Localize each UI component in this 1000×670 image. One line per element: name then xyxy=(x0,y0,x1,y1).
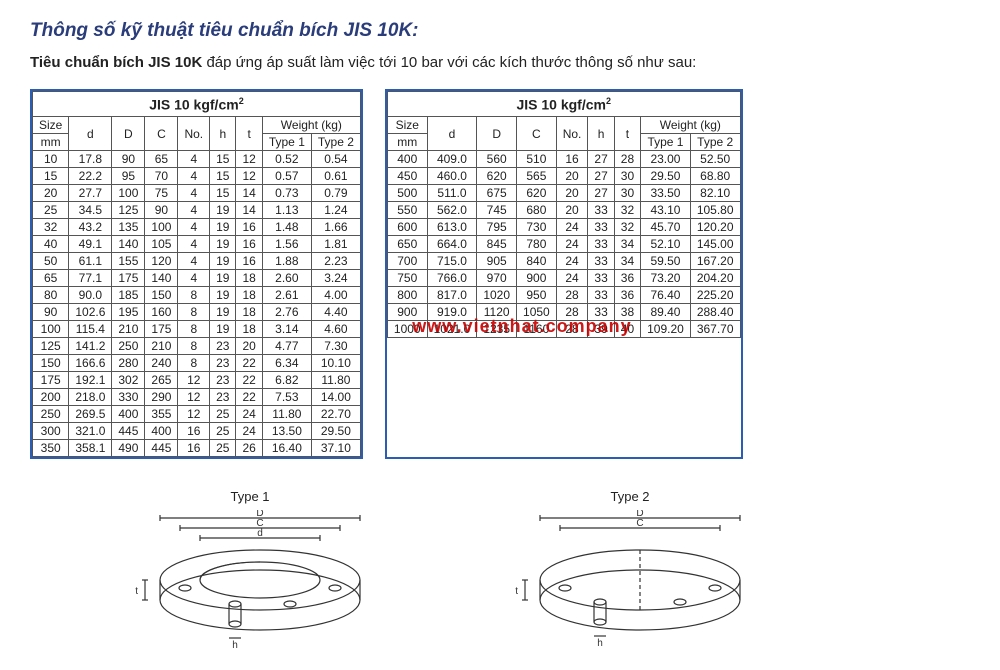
table-row: 3243.2135100419161.481.66 xyxy=(33,219,361,236)
table-row: 350358.149044516252616.4037.10 xyxy=(33,440,361,457)
table-row: 10001021.012351160283940109.20367.70 xyxy=(387,321,740,338)
table-row: 200218.03302901223227.5314.00 xyxy=(33,389,361,406)
intro-bold: Tiêu chuẩn bích JIS 10K xyxy=(30,54,202,71)
figure-row: Type 1 D C d xyxy=(30,489,970,650)
figure-type1: Type 1 D C d xyxy=(90,489,410,650)
dim-t1: t xyxy=(135,586,138,597)
figure-type2-svg: D C xyxy=(470,510,790,650)
table-row: 6577.1175140419182.603.24 xyxy=(33,270,361,287)
table-row: 150166.6280240823226.3410.10 xyxy=(33,355,361,372)
dim-C2: C xyxy=(636,518,643,529)
figure-type2: Type 2 D C xyxy=(470,489,790,650)
table-row: 175192.13022651223226.8211.80 xyxy=(33,372,361,389)
table-row: 2027.710075415140.730.79 xyxy=(33,185,361,202)
spec-table-right: JIS 10 kgf/cm2SizedDCNo.htWeight (kg)mmT… xyxy=(387,91,741,339)
intro-text: Tiêu chuẩn bích JIS 10K đáp ứng áp suất … xyxy=(30,52,970,75)
table-row: 800817.0102095028333676.40225.20 xyxy=(387,287,740,304)
dim-t2: t xyxy=(515,586,518,597)
tables-container: JIS 10 kgf/cm2SizedDCNo.htWeight (kg)mmT… xyxy=(30,89,970,460)
table-row: 900919.01120105028333889.40288.40 xyxy=(387,304,740,321)
table-row: 250269.540035512252411.8022.70 xyxy=(33,406,361,423)
dim-h1: h xyxy=(232,640,238,650)
page-heading: Thông số kỹ thuật tiêu chuẩn bích JIS 10… xyxy=(30,20,970,42)
table-row: 600613.079573024333245.70120.20 xyxy=(387,219,740,236)
figure-type1-svg: D C d xyxy=(90,510,410,650)
figure-type1-title: Type 1 xyxy=(90,489,410,504)
table-row: 90102.6195160819182.764.40 xyxy=(33,304,361,321)
dim-d: d xyxy=(257,528,263,539)
figure-type2-title: Type 2 xyxy=(470,489,790,504)
table-row: 4049.1140105419161.561.81 xyxy=(33,236,361,253)
table-row: 550562.074568020333243.10105.80 xyxy=(387,202,740,219)
spec-table-left-box: JIS 10 kgf/cm2SizedDCNo.htWeight (kg)mmT… xyxy=(30,89,363,460)
table-row: 700715.090584024333459.50167.20 xyxy=(387,253,740,270)
spec-table-left: JIS 10 kgf/cm2SizedDCNo.htWeight (kg)mmT… xyxy=(32,91,361,458)
table-row: 450460.062056520273029.5068.80 xyxy=(387,168,740,185)
table-row: 400409.056051016272823.0052.50 xyxy=(387,151,740,168)
table-row: 8090.0185150819182.614.00 xyxy=(33,287,361,304)
table-row: 750766.097090024333673.20204.20 xyxy=(387,270,740,287)
table-row: 125141.2250210823204.777.30 xyxy=(33,338,361,355)
table-row: 100115.4210175819183.144.60 xyxy=(33,321,361,338)
intro-rest: đáp ứng áp suất làm việc tới 10 bar với … xyxy=(202,54,696,71)
table-row: 1017.89065415120.520.54 xyxy=(33,151,361,168)
table-row: 5061.1155120419161.882.23 xyxy=(33,253,361,270)
table-row: 650664.084578024333452.10145.00 xyxy=(387,236,740,253)
table-row: 1522.29570415120.570.61 xyxy=(33,168,361,185)
table-row: 500511.067562020273033.5082.10 xyxy=(387,185,740,202)
table-row: 2534.512590419141.131.24 xyxy=(33,202,361,219)
spec-table-right-box: JIS 10 kgf/cm2SizedDCNo.htWeight (kg)mmT… xyxy=(385,89,743,460)
table-row: 300321.044540016252413.5029.50 xyxy=(33,423,361,440)
